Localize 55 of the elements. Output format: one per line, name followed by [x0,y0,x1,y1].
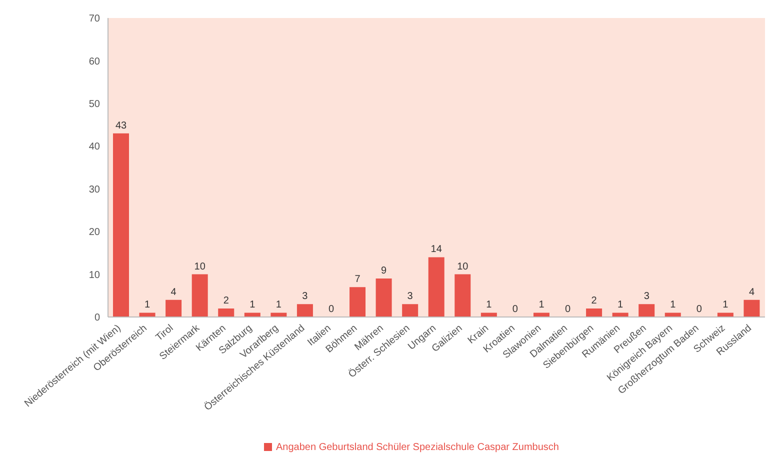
data-label: 3 [644,291,650,302]
data-label: 1 [670,300,676,311]
data-label: 1 [276,300,282,311]
bar [244,312,260,317]
data-label: 14 [430,244,442,256]
data-label: 1 [486,300,492,311]
y-tick-label: 0 [94,312,100,324]
bar [533,312,550,317]
bar [192,274,208,317]
data-label: 10 [194,261,206,272]
data-label: 1 [538,300,545,311]
bar [376,278,392,317]
bar [350,287,366,317]
data-label: 1 [722,300,729,311]
bar [270,312,287,317]
data-label: 0 [328,304,334,315]
bar [296,304,313,317]
bar [454,274,471,317]
y-tick-label: 70 [88,14,100,25]
bar [402,304,418,317]
y-tick-label: 40 [88,142,100,153]
bar [139,312,156,317]
data-label: 2 [591,295,598,306]
bar [113,133,129,317]
y-tick-label: 30 [88,184,100,196]
data-label: 7 [354,274,361,286]
data-label: 43 [115,120,127,132]
bar [717,312,734,317]
data-label: 10 [457,261,469,272]
data-label: 1 [144,300,150,311]
data-label: 0 [696,304,702,315]
bar [428,257,444,317]
bar [638,304,655,317]
data-label: 9 [381,266,388,277]
bar [218,308,234,317]
legend-label: Angaben Geburtsland Schüler Spezialschule Caspar Zumbusch [276,442,559,453]
data-label: 2 [223,295,230,306]
data-label: 1 [250,300,256,311]
bar [612,312,628,317]
bar [744,300,760,317]
data-label: 4 [170,286,177,298]
data-label: 0 [512,304,518,315]
data-label: 1 [618,300,624,311]
bar [480,312,497,317]
data-label: 3 [302,291,308,302]
bar [586,308,602,317]
bar [664,312,681,317]
y-tick-label: 20 [88,227,100,238]
data-label: 4 [748,286,755,298]
y-tick-label: 50 [88,98,100,110]
bar [166,300,182,317]
data-label: 3 [407,291,414,302]
y-tick-label: 10 [88,270,100,281]
y-tick-label: 60 [88,56,100,68]
data-label: 0 [564,304,571,315]
